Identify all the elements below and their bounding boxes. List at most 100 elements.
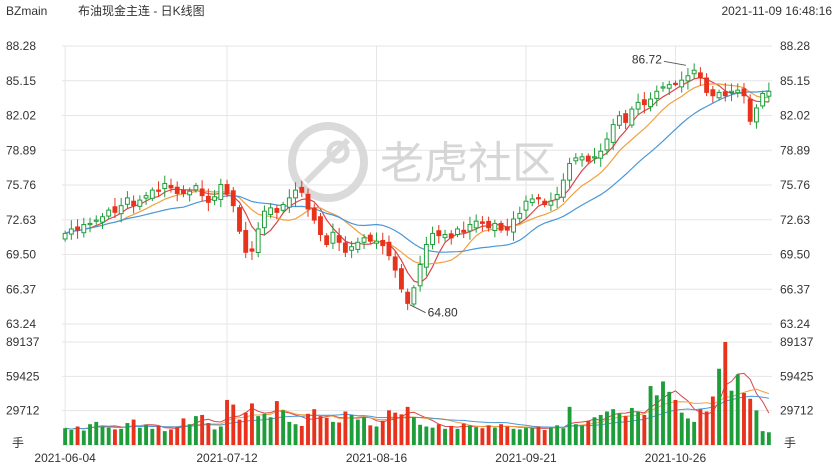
volume-bar-42	[324, 417, 329, 445]
watermark-logo-ring	[288, 122, 368, 202]
volume-bar-45	[343, 411, 348, 445]
volume-bar-35	[281, 410, 286, 445]
x-tick-2: 2021-08-16	[346, 451, 408, 465]
candle-body-30	[249, 248, 255, 252]
volume-bar-99	[679, 412, 684, 445]
candle-body-112	[760, 93, 766, 107]
candle-body-96	[660, 86, 666, 89]
axis-ticks: 88.28 88.28 85.15 85.15 82.02 82.02 78.89 78.89…	[6, 39, 814, 465]
candle-body-34	[274, 208, 280, 213]
volume-bar-55	[405, 406, 410, 445]
volume-bar-89	[617, 413, 622, 445]
candle-body-90	[623, 113, 629, 123]
volume-bar-1	[69, 429, 74, 445]
candle-body-54	[398, 268, 404, 290]
volume-bar-59	[430, 427, 435, 445]
volume-bar-94	[648, 386, 653, 445]
volume-bar-93	[642, 414, 647, 445]
volume-bar-66	[474, 427, 479, 445]
y-tick-left-8: 63.24	[6, 317, 36, 331]
candle-body-47	[355, 241, 361, 250]
candle-body-87	[604, 138, 610, 151]
candle-body-53	[392, 256, 398, 271]
volume-bar-87	[605, 411, 609, 445]
candle-body-15	[156, 189, 161, 192]
candle-body-79	[554, 194, 560, 200]
volume-bar-12	[137, 427, 142, 445]
volume-bar-64	[461, 423, 466, 445]
candle-body-29	[243, 230, 249, 253]
y-tick-left-5: 72.63	[6, 213, 36, 227]
candle-body-88	[610, 124, 616, 143]
candle-body-57	[417, 263, 423, 287]
volume-bar-102	[698, 409, 703, 445]
volume-bar-91	[629, 408, 634, 445]
volume-bar-53	[393, 412, 398, 445]
y-tick-left-3: 78.89	[6, 143, 36, 157]
volume-bar-76	[536, 426, 541, 445]
candle-body-6	[100, 216, 105, 223]
candle-body-104	[710, 89, 716, 97]
candle-body-93	[641, 99, 647, 106]
candle-body-46	[349, 246, 355, 251]
candle-body-3	[81, 224, 87, 234]
annotations: 86.72 64.80	[409, 52, 687, 320]
candle-body-95	[654, 90, 660, 99]
volume-bar-105	[717, 368, 721, 445]
candle-body-101	[691, 69, 697, 75]
candle-body-48	[361, 237, 367, 243]
volume-bar-73	[517, 429, 522, 445]
volume-bar-16	[162, 431, 167, 445]
y-tick-right-7: 66.37	[780, 282, 810, 296]
candle-body-105	[716, 91, 722, 99]
candle-body-82	[573, 157, 579, 162]
volume-bar-86	[598, 414, 603, 445]
volume-bar-56	[411, 417, 416, 445]
annotation-leader-1	[409, 304, 426, 314]
candle-body-16	[162, 182, 168, 190]
x-tick-0: 2021-06-04	[34, 451, 96, 465]
volume-bar-20	[187, 424, 192, 445]
candle-body-66	[473, 220, 479, 229]
candle-body-14	[149, 189, 155, 199]
candle-body-77	[542, 200, 548, 206]
x-tick-1: 2021-07-12	[196, 451, 258, 465]
candle-body-92	[635, 101, 641, 110]
vol-tick-left-0: 89137	[6, 335, 40, 349]
candle-body-24	[212, 196, 218, 201]
volume-bar-44	[337, 422, 342, 445]
volume-bar-11	[131, 419, 136, 445]
candle-body-75	[529, 198, 535, 204]
datetime-label: 2021-11-09 16:48:16	[721, 4, 832, 18]
volume-bar-38	[299, 425, 304, 445]
vol-tick-left-1: 59425	[6, 369, 40, 383]
volume-bar-24	[212, 429, 217, 445]
candle-body-11	[131, 200, 137, 207]
candle-body-18	[174, 186, 180, 194]
volume-bar-67	[480, 428, 485, 445]
candle-body-26	[224, 184, 230, 194]
candle-body-72	[511, 218, 516, 233]
candle-body-107	[729, 90, 734, 93]
candle-body-0	[62, 232, 68, 240]
candle-body-27	[230, 190, 236, 207]
volume-bar-98	[673, 399, 678, 445]
volume-bar-30	[250, 403, 254, 445]
volume-bar-57	[418, 424, 423, 445]
volume-bar-23	[206, 423, 211, 445]
candle-body-85	[592, 156, 597, 159]
volume-bar-77	[542, 429, 547, 445]
x-tick-4: 2021-10-26	[645, 451, 707, 465]
candle-body-76	[536, 197, 541, 200]
candle-body-42	[324, 235, 330, 246]
volume-bar-71	[505, 426, 510, 445]
candle-body-69	[492, 222, 498, 232]
volume-bar-6	[100, 426, 105, 445]
vol-tick-left-2: 29712	[6, 404, 40, 418]
volume-bar-50	[374, 426, 379, 445]
volume-bar-8	[113, 429, 117, 445]
candle-body-52	[386, 241, 392, 257]
y-tick-right-4: 75.76	[780, 178, 810, 192]
volume-bar-28	[237, 419, 242, 445]
volume-bar-96	[661, 381, 665, 445]
